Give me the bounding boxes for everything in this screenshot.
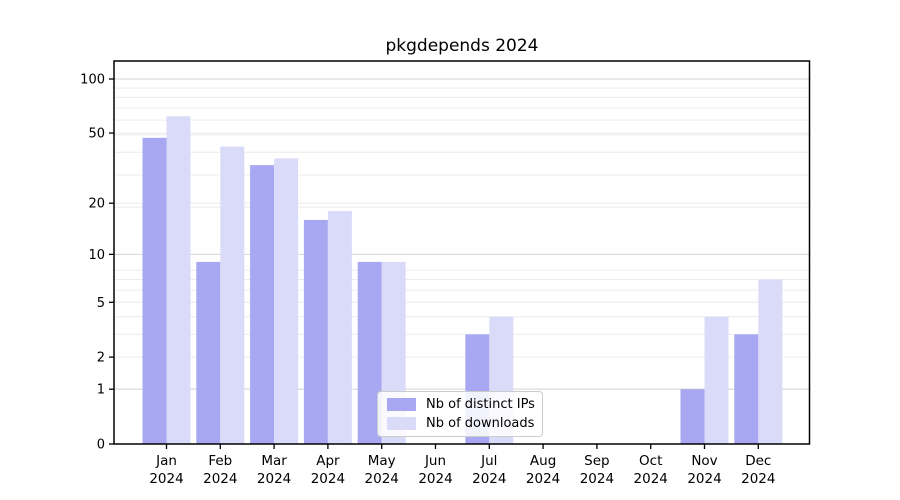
x-tick-label-month: Feb: [208, 453, 232, 469]
x-tick-label-month: Aug: [530, 453, 556, 469]
bar-jan-downloads: [166, 116, 191, 445]
plot-border: [113, 60, 811, 445]
bar-nov-ips: [680, 389, 705, 444]
bar-apr-ips: [303, 219, 328, 444]
bar-mar-ips: [250, 165, 275, 444]
legend-label-ips: Nb of distinct IPs: [426, 397, 535, 412]
x-tick-label-month: Mar: [261, 453, 287, 469]
x-tick-label-year: 2024: [365, 471, 399, 487]
x-tick-label-year: 2024: [418, 471, 452, 487]
x-tick-label-month: Apr: [316, 453, 340, 469]
x-tick-label-year: 2024: [634, 471, 668, 487]
bar-mar-downloads: [274, 158, 299, 444]
y-tick-label: 20: [88, 197, 105, 212]
legend-swatch-ips: [387, 398, 416, 411]
y-tick-label: 1: [97, 383, 105, 398]
x-tick-label-month: Oct: [639, 453, 662, 469]
x-tick-label-year: 2024: [741, 471, 775, 487]
x-tick-label-year: 2024: [472, 471, 506, 487]
y-tick-label: 50: [88, 127, 105, 142]
y-tick-label: 100: [80, 73, 105, 88]
y-tick-label: 0: [97, 438, 105, 453]
bar-feb-ips: [196, 261, 221, 444]
bar-apr-downloads: [327, 211, 352, 444]
y-tick-label: 10: [88, 248, 105, 263]
x-tick-label-year: 2024: [149, 471, 183, 487]
legend-label-downloads: Nb of downloads: [426, 416, 535, 431]
x-tick-label-year: 2024: [580, 471, 614, 487]
y-tick-label: 2: [97, 351, 105, 366]
x-tick-label-year: 2024: [203, 471, 237, 487]
legend-row-ips: Nb of distinct IPs: [378, 398, 542, 411]
x-tick-label-month: Nov: [691, 453, 717, 469]
x-tick-label-month: Jul: [480, 453, 497, 469]
x-tick-label-year: 2024: [311, 471, 345, 487]
x-tick-label-month: Jun: [424, 453, 446, 469]
x-tick-label-month: May: [368, 453, 396, 469]
chart-title: pkgdepends 2024: [385, 36, 539, 56]
x-tick-label-year: 2024: [687, 471, 721, 487]
bar-nov-downloads: [704, 316, 729, 444]
x-tick-label-year: 2024: [526, 471, 560, 487]
bar-feb-downloads: [220, 146, 245, 444]
legend-row-downloads: Nb of downloads: [378, 417, 542, 430]
x-tick-label-year: 2024: [257, 471, 291, 487]
bar-dec-downloads: [758, 279, 783, 444]
x-tick-label-month: Dec: [745, 453, 771, 469]
bar-dec-ips: [734, 334, 759, 444]
legend: Nb of distinct IPs Nb of downloads: [377, 391, 543, 437]
bar-jan-ips: [142, 137, 167, 444]
x-tick-label-month: Sep: [584, 453, 609, 469]
legend-swatch-downloads: [387, 417, 416, 430]
x-tick-label-month: Jan: [155, 453, 177, 469]
y-tick-label: 5: [97, 296, 105, 311]
